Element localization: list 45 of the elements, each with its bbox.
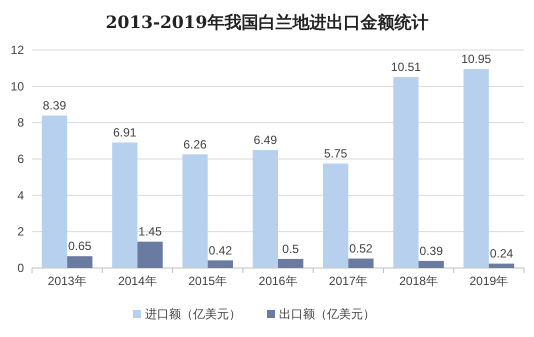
data-label: 0.42 [208, 243, 232, 258]
x-tick-label: 2017年 [328, 274, 368, 288]
bar [112, 142, 138, 268]
bar [182, 154, 208, 268]
x-tick-label: 2014年 [118, 274, 157, 288]
bar [208, 260, 234, 268]
data-label: 1.45 [138, 224, 162, 239]
x-tick-label: 2015年 [188, 274, 228, 288]
data-label: 0.65 [68, 239, 92, 254]
bar [348, 258, 374, 268]
data-label: 10.51 [390, 60, 422, 74]
data-label: 0.39 [420, 244, 444, 258]
bar [322, 164, 348, 268]
y-tick-label: 6 [17, 152, 24, 166]
bar [488, 264, 514, 268]
data-label: 0.24 [490, 246, 514, 261]
x-tick-label: 2019年 [470, 274, 508, 288]
bar [278, 258, 304, 268]
y-tick-label: 4 [17, 188, 24, 202]
legend-label: 出口额（亿美元） [279, 307, 375, 321]
bar [252, 150, 278, 268]
y-tick-label: 10 [10, 79, 24, 94]
y-tick-label: 8 [17, 116, 24, 130]
data-label: 6.26 [183, 137, 208, 152]
y-tick-label: 12 [10, 43, 24, 57]
data-label: 6.49 [254, 133, 278, 148]
bar [418, 260, 444, 268]
bar [67, 256, 92, 268]
data-label: 6.91 [113, 125, 137, 140]
bar [42, 116, 68, 268]
chart-title: 2013-2019年我国白兰地进出口金额统计 [106, 13, 428, 33]
x-tick-label: 2013年 [48, 274, 86, 288]
legend-label: 进口额（亿美元） [145, 307, 241, 321]
data-label: 8.39 [42, 98, 66, 113]
bar [137, 242, 163, 268]
bar [464, 69, 489, 268]
data-label: 0.52 [349, 242, 373, 256]
bar [393, 77, 419, 268]
x-tick-label: 2016年 [258, 274, 298, 288]
data-label: 10.95 [461, 52, 492, 66]
data-label: 5.75 [324, 146, 348, 161]
x-tick-label: 2018年 [399, 274, 438, 288]
y-tick-label: 2 [17, 224, 24, 239]
data-label: 0.5 [282, 242, 300, 256]
y-tick-label: 0 [17, 261, 24, 275]
